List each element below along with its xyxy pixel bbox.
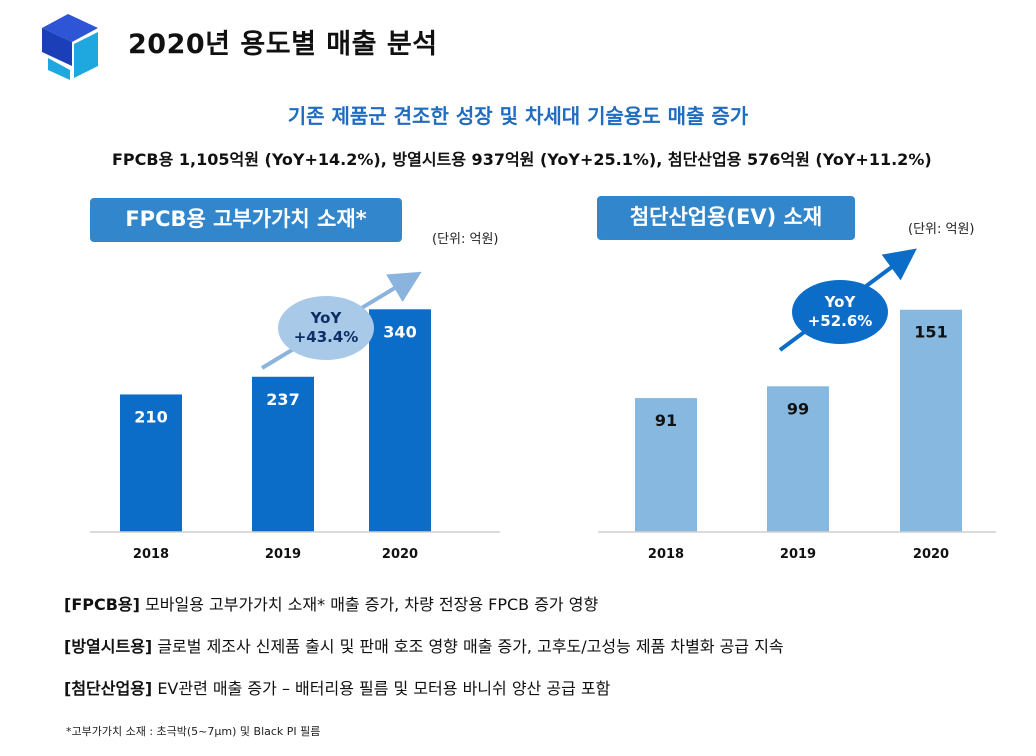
note-text: EV관련 매출 증가 – 배터리용 필름 및 모터용 바니쉬 양산 공급 포함 [152,679,611,698]
note-fpcb: [FPCB용] 모바일용 고부가가치 소재* 매출 증가, 차량 전장용 FPC… [64,592,784,634]
ev-bar-chart: 91 2018 99 2019 151 2020 [598,248,996,562]
note-tag: [첨단산업용] [64,679,153,698]
yoy-label: YoY [824,293,856,311]
bar-value-label: 237 [266,390,299,409]
bar-2019 [767,386,829,532]
x-tick-label: 2020 [913,547,949,562]
page-title: 2020년 용도별 매출 분석 [128,29,438,60]
bar-2019 [252,376,314,532]
unit-label-ev: (단위: 억원) [908,222,975,237]
subtitle: 기존 제품군 견조한 성장 및 차세대 기술용도 매출 증가 [287,104,749,128]
bar-value-label: 340 [383,322,416,341]
yoy-value: +43.4% [293,328,359,346]
chart-title-ev: 첨단산업용(EV) 소재 [597,196,855,240]
note-text: 글로벌 제조사 신제품 출시 및 판매 호조 영향 매출 증가, 고후도/고성능… [152,637,784,656]
bar-2020 [900,309,962,532]
bar-value-label: 91 [655,411,677,430]
x-tick-label: 2018 [133,547,169,562]
note-heat-sheet: [방열시트용] 글로벌 제조사 신제품 출시 및 판매 호조 영향 매출 증가,… [64,634,784,676]
bar-2018 [635,398,697,532]
chart-title-fpcb: FPCB용 고부가가치 소재* [90,198,402,242]
note-text: 모바일용 고부가가치 소재* 매출 증가, 차량 전장용 FPCB 증가 영향 [139,595,599,614]
yoy-value: +52.6% [807,312,873,330]
notes-list: [FPCB용] 모바일용 고부가가치 소재* 매출 증가, 차량 전장용 FPC… [64,592,784,718]
bar-2018 [120,394,182,532]
x-tick-label: 2018 [648,547,684,562]
yoy-label: YoY [310,309,342,327]
bar-value-label: 151 [914,323,947,342]
yoy-bubble-fpcb: YoY +43.4% [278,296,374,360]
note-advanced: [첨단산업용] EV관련 매출 증가 – 배터리용 필름 및 모터용 바니쉬 양… [64,676,784,718]
x-tick-label: 2020 [382,547,418,562]
bar-value-label: 210 [134,407,167,426]
cube-logo-icon [42,14,98,80]
unit-label-fpcb: (단위: 억원) [432,232,499,247]
x-tick-label: 2019 [265,547,301,562]
x-tick-label: 2019 [780,547,816,562]
bar-2020 [369,309,431,532]
footnote: *고부가가치 소재 : 초극박(5~7μm) 및 Black PI 필름 [66,725,321,738]
note-tag: [방열시트용] [64,637,153,656]
note-tag: [FPCB용] [64,595,140,614]
bar-value-label: 99 [787,399,809,418]
yoy-bubble-ev: YoY +52.6% [792,280,888,344]
revenue-summary: FPCB용 1,105억원 (YoY+14.2%), 방열시트용 937억원 (… [112,150,932,169]
